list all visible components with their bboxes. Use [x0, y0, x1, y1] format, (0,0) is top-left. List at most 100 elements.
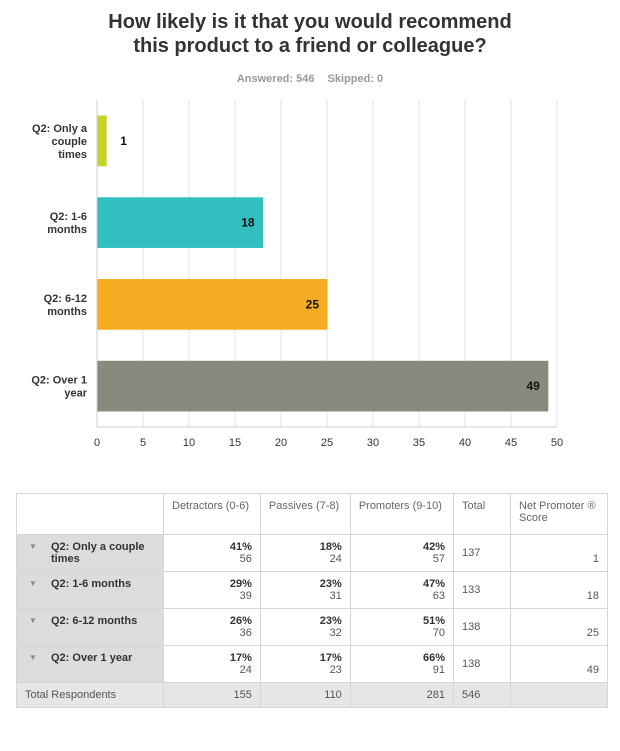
total-cell: 133 — [453, 571, 511, 609]
x-tick-label: 20 — [275, 437, 287, 449]
totals-detractors: 155 — [163, 682, 261, 708]
header-total: Total — [453, 493, 511, 535]
promoters-cell: 42% 57 — [349, 534, 455, 572]
detractors-cell: 17% 24 — [163, 645, 261, 683]
percent-value: 17% — [319, 652, 342, 664]
percent-value: 29% — [229, 578, 252, 590]
percent-value: 66% — [422, 652, 445, 664]
category-label: Q2: 6-12 — [44, 293, 87, 305]
count-value: 39 — [239, 590, 252, 602]
row-label-text: Q2: Over 1 year — [51, 652, 133, 664]
bar-chart: 0 5 10 15 20 25 30 35 40 45 50 1 Q2: Only acoupletim… — [31, 100, 563, 449]
header-detractors: Detractors (0-6) — [163, 493, 261, 535]
row-toggle-icon[interactable]: ▼ — [29, 653, 37, 662]
x-tick-label: 40 — [459, 437, 471, 449]
detractors-cell: 29% 39 — [163, 571, 261, 609]
bar — [97, 197, 264, 248]
total-cell: 138 — [453, 608, 511, 646]
promoters-cell: 66% 91 — [349, 645, 455, 683]
totals-promoters: 281 — [349, 682, 455, 708]
row-label: ▼ Q2: 6-12 months — [16, 608, 164, 646]
row-label: ▼ Q2: Over 1 year — [16, 645, 164, 683]
bar — [97, 360, 549, 412]
skipped-count: Skipped: 0 — [327, 73, 384, 85]
percent-value: 18% — [319, 541, 342, 553]
percent-value: 42% — [422, 541, 445, 553]
answered-count: Answered: 546 — [236, 73, 315, 85]
x-tick-label: 30 — [367, 437, 379, 449]
totals-label: Total Respondents — [16, 682, 164, 708]
table-header-row: Detractors (0-6) Passives (7-8) Promoter… — [16, 493, 608, 535]
detractors-cell: 41% 56 — [163, 534, 261, 572]
count-value: 70 — [432, 627, 445, 639]
category-label: months — [47, 224, 87, 236]
total-cell: 137 — [453, 534, 511, 572]
x-tick-label: 10 — [183, 437, 195, 449]
count-value: 63 — [432, 590, 445, 602]
count-value: 91 — [432, 664, 445, 676]
nps-table: Detractors (0-6) Passives (7-8) Promoter… — [16, 493, 608, 708]
nps-cell: 49 — [510, 645, 608, 683]
header-passives: Passives (7-8) — [259, 493, 351, 535]
passives-cell: 23% 31 — [259, 571, 351, 609]
nps-cell: 25 — [510, 608, 608, 646]
detractors-cell: 26% 36 — [163, 608, 261, 646]
x-tick-label: 45 — [505, 437, 517, 449]
table-row: ▼ Q2: Over 1 year 17% 24 17% 23 66% 91 138 49 — [16, 645, 608, 683]
bar-value-label: 18 — [241, 216, 255, 230]
row-label-text: Q2: 1-6 months — [51, 578, 132, 590]
totals-total: 546 — [453, 682, 511, 708]
count-value: 36 — [239, 627, 252, 639]
category-label: year — [64, 388, 87, 400]
count-value: 56 — [239, 553, 252, 565]
percent-value: 41% — [229, 541, 252, 553]
category-label: Q2: Over 1 — [31, 375, 87, 387]
table-row: ▼ Q2: 1-6 months 29% 39 23% 31 47% 63 133 18 — [16, 571, 608, 609]
row-toggle-icon[interactable]: ▼ — [29, 579, 37, 588]
row-toggle-icon[interactable]: ▼ — [29, 542, 37, 551]
title-line-1: How likely is it that you would recommen… — [108, 11, 512, 33]
x-tick-label: 5 — [140, 437, 146, 449]
category-label: Q2: Only a — [32, 123, 88, 135]
row-label-text: Q2: Only a couple times — [51, 541, 145, 565]
bar-value-label: 49 — [526, 379, 540, 393]
percent-value: 26% — [229, 615, 252, 627]
header-nps: Net Promoter ® Score — [510, 493, 608, 535]
category-label: Q2: 1-6 — [50, 211, 87, 223]
x-tick-label: 50 — [551, 437, 563, 449]
totals-passives: 110 — [259, 682, 351, 708]
row-label: ▼ Q2: 1-6 months — [16, 571, 164, 609]
total-cell: 138 — [453, 645, 511, 683]
passives-cell: 18% 24 — [259, 534, 351, 572]
count-value: 31 — [329, 590, 342, 602]
row-label-text: Q2: 6-12 months — [51, 615, 138, 627]
x-tick-label: 35 — [413, 437, 425, 449]
percent-value: 51% — [422, 615, 445, 627]
count-value: 23 — [329, 664, 342, 676]
passives-cell: 23% 32 — [259, 608, 351, 646]
x-tick-label: 25 — [321, 437, 333, 449]
row-toggle-icon[interactable]: ▼ — [29, 616, 37, 625]
header-promoters: Promoters (9-10) — [349, 493, 455, 535]
totals-row: Total Respondents 155 110 281 546 — [16, 682, 608, 708]
nps-cell: 1 — [510, 534, 608, 572]
x-tick-label: 0 — [94, 437, 100, 449]
percent-value: 47% — [422, 578, 445, 590]
table-row: ▼ Q2: Only a couple times 41% 56 18% 24 42% 57 1… — [16, 534, 608, 572]
count-value: 24 — [329, 553, 342, 565]
passives-cell: 17% 23 — [259, 645, 351, 683]
percent-value: 23% — [319, 578, 342, 590]
chart-title: How likely is it that you would recommen… — [0, 10, 620, 58]
bar-value-label: 1 — [120, 134, 127, 148]
bar — [97, 279, 328, 330]
x-tick-label: 15 — [229, 437, 241, 449]
category-label: times — [58, 149, 87, 161]
title-line-2: this product to a friend or colleague? — [133, 35, 487, 57]
count-value: 32 — [329, 627, 342, 639]
corner-cell — [16, 493, 164, 535]
category-label: couple — [52, 136, 87, 148]
response-meta: Answered: 546 Skipped: 0 — [0, 73, 620, 85]
nps-cell: 18 — [510, 571, 608, 609]
row-label: ▼ Q2: Only a couple times — [16, 534, 164, 572]
promoters-cell: 51% 70 — [349, 608, 455, 646]
